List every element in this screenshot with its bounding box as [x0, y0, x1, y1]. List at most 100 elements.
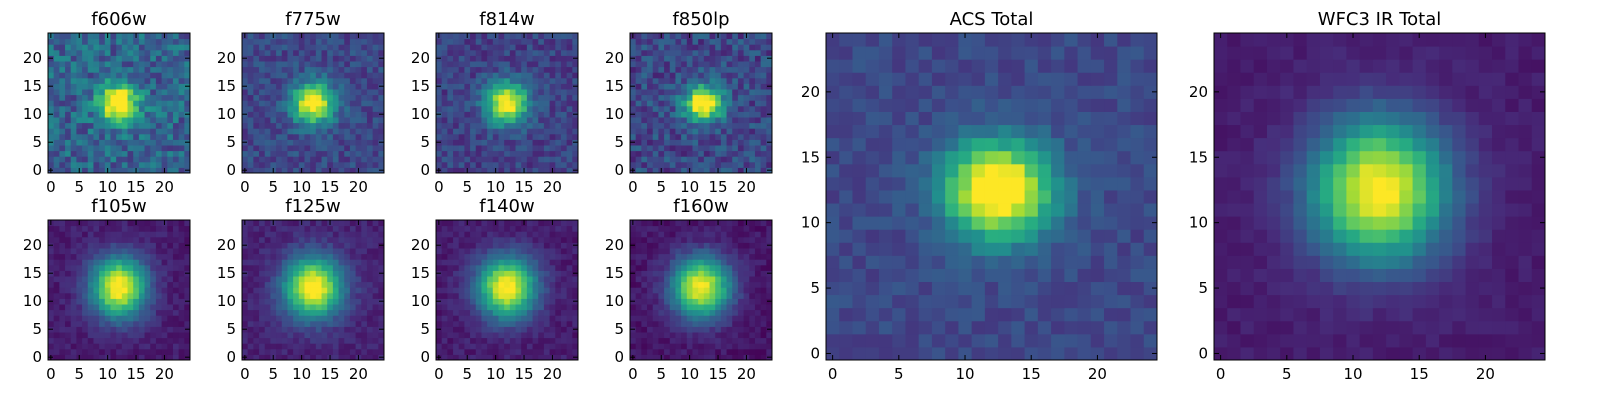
heatmap-cell: [167, 270, 174, 277]
heatmap-cell: [93, 225, 100, 232]
heatmap-cell: [378, 133, 385, 140]
heatmap-cell: [675, 167, 682, 174]
heatmap-cell: [698, 66, 705, 73]
heatmap-cell: [743, 94, 750, 101]
heatmap-cell: [70, 348, 77, 355]
heatmap-cell: [526, 270, 534, 277]
heatmap-cell: [487, 117, 494, 124]
heatmap-cell: [270, 332, 277, 339]
heatmap-cell: [121, 326, 129, 333]
heatmap-cell: [555, 242, 562, 249]
heatmap-cell: [635, 270, 642, 277]
heatmap-cell: [743, 100, 750, 107]
heatmap-cell: [259, 83, 266, 90]
heatmap-cell: [99, 100, 106, 107]
heatmap-cell: [304, 49, 311, 56]
heatmap-cell: [453, 33, 460, 40]
heatmap-cell: [692, 276, 699, 283]
heatmap-cell: [144, 44, 151, 51]
heatmap-cell: [372, 309, 379, 316]
heatmap-cell: [127, 150, 134, 157]
heatmap-cell: [441, 117, 448, 124]
heatmap-cell: [732, 292, 739, 299]
heatmap-cell: [332, 264, 340, 271]
heatmap-cell: [441, 304, 448, 311]
heatmap-cell: [635, 276, 642, 283]
heatmap-cell: [70, 354, 77, 361]
heatmap-cell: [253, 309, 260, 316]
heatmap-cell: [709, 292, 716, 299]
heatmap-cell: [161, 326, 168, 333]
heatmap-cell: [48, 49, 55, 56]
heatmap-cell: [48, 236, 55, 243]
heatmap-cell: [737, 100, 745, 107]
heatmap-cell: [526, 298, 534, 305]
heatmap-cell: [361, 156, 368, 163]
heatmap-cell: [641, 315, 648, 322]
heatmap-cell: [121, 354, 129, 361]
heatmap-cell: [70, 94, 77, 101]
heatmap-cell: [686, 337, 693, 344]
heatmap-cell: [366, 66, 374, 73]
heatmap-cell: [526, 231, 534, 238]
heatmap-cell: [76, 55, 83, 62]
heatmap-cell: [150, 66, 157, 73]
heatmap-cell: [104, 281, 111, 288]
heatmap-cell: [127, 231, 134, 238]
heatmap-cell: [532, 354, 539, 361]
heatmap-cell: [464, 77, 471, 84]
heatmap-cell: [276, 72, 283, 79]
heatmap-cell: [681, 332, 688, 339]
heatmap-cell: [76, 304, 83, 311]
heatmap-cell: [560, 44, 568, 51]
heatmap-cell: [760, 66, 767, 73]
heatmap-cell: [652, 89, 659, 96]
heatmap-cell: [65, 49, 72, 56]
heatmap-cell: [726, 309, 733, 316]
heatmap-cell: [161, 89, 168, 96]
heatmap-cell: [276, 128, 283, 135]
heatmap-cell: [703, 343, 711, 350]
heatmap-cell: [515, 77, 522, 84]
heatmap-cell: [492, 343, 499, 350]
heatmap-cell: [470, 292, 477, 299]
heatmap-cell: [703, 122, 711, 129]
heatmap-cell: [70, 83, 77, 90]
heatmap-cell: [138, 161, 146, 168]
heatmap-cell: [378, 105, 385, 112]
heatmap-cell: [664, 315, 671, 322]
heatmap-cell: [155, 89, 163, 96]
heatmap-cell: [749, 309, 756, 316]
heatmap-cell: [549, 117, 556, 124]
heatmap-cell: [675, 133, 682, 140]
heatmap-cell: [475, 133, 482, 140]
heatmap-cell: [464, 242, 471, 249]
heatmap-cell: [281, 66, 288, 73]
heatmap-cell: [703, 320, 711, 327]
heatmap-cell: [298, 242, 305, 249]
heatmap-cell: [647, 89, 654, 96]
heatmap-cell: [121, 236, 129, 243]
heatmap-cell: [93, 77, 100, 84]
heatmap-cell: [481, 44, 488, 51]
heatmap-cell: [167, 72, 174, 79]
heatmap-cell: [172, 281, 180, 288]
heatmap-cell: [464, 49, 471, 56]
heatmap-cell: [121, 128, 129, 135]
heatmap-cell: [349, 111, 357, 118]
heatmap-cell: [664, 304, 671, 311]
heatmap-cell: [492, 332, 499, 339]
heatmap-cell: [532, 236, 539, 243]
heatmap-cell: [361, 326, 368, 333]
heatmap-cell: [59, 343, 66, 350]
heatmap-cell: [138, 55, 146, 62]
heatmap-cell: [630, 38, 637, 45]
heatmap-cell: [372, 242, 379, 249]
heatmap-cell: [669, 61, 676, 68]
heatmap-cell: [293, 94, 300, 101]
heatmap-cell: [172, 309, 180, 316]
heatmap-cell: [172, 242, 180, 249]
heatmap-cell: [53, 354, 60, 361]
heatmap-cell: [732, 343, 739, 350]
heatmap-cell: [161, 281, 168, 288]
